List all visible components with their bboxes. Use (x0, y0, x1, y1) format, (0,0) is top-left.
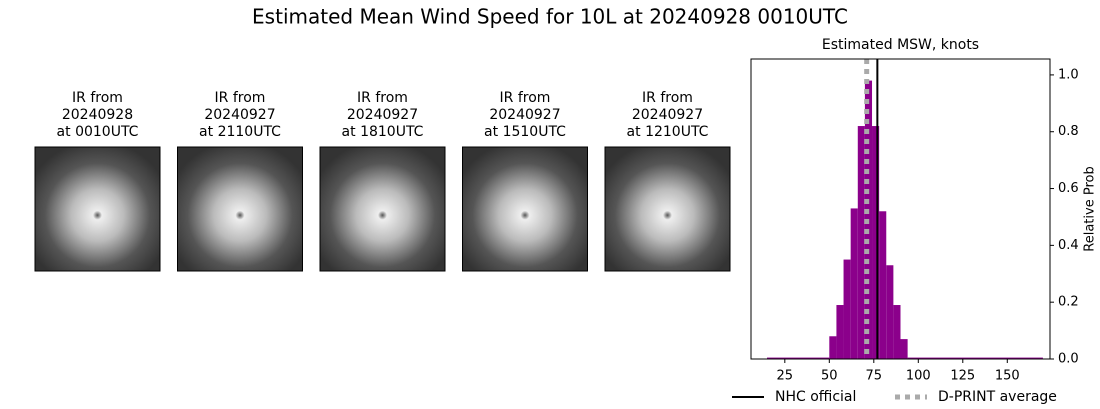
panel-title: IR from (642, 90, 693, 106)
x-tick-label: 150 (995, 369, 1020, 384)
bar (767, 357, 830, 359)
panel-title: 20240927 (632, 107, 703, 123)
chart-title: Estimated MSW, knots (822, 37, 979, 53)
x-tick-label: 25 (777, 369, 794, 384)
panel-title: 20240927 (204, 107, 275, 123)
bar (907, 357, 1043, 359)
bar (843, 259, 851, 359)
figure-title: Estimated Mean Wind Speed for 10L at 202… (252, 5, 848, 29)
bar (829, 336, 837, 359)
satellite-image (177, 146, 303, 272)
y-tick-label: 0.2 (1058, 295, 1079, 310)
bar (893, 305, 901, 359)
legend-label: D-PRINT average (938, 389, 1057, 405)
bar (879, 211, 887, 359)
x-tick-label: 100 (906, 369, 931, 384)
bar (850, 208, 858, 359)
bar (872, 126, 880, 359)
satellite-image (462, 146, 588, 272)
histogram-chart: Estimated MSW, knots 25 50 75 100 125 150 0.0 0.… (732, 37, 1098, 405)
satellite-image (604, 146, 731, 272)
panel-title: at 2110UTC (199, 124, 281, 140)
x-tick-label: 125 (950, 369, 975, 384)
panel-title: at 1510UTC (484, 124, 566, 140)
panel-title: 20240928 (62, 107, 133, 123)
panel-title: IR from (357, 90, 408, 106)
bar (886, 265, 894, 359)
y-tick-label: 0.8 (1058, 124, 1079, 139)
y-tick-label: 0.6 (1058, 181, 1079, 196)
y-tick-label: 0.0 (1058, 352, 1079, 367)
panel-title: at 0010UTC (57, 124, 139, 140)
y-axis-label: Relative Prob (1083, 166, 1098, 251)
satellite-image (34, 146, 161, 272)
satellite-image (319, 146, 446, 272)
plot-frame (750, 58, 1051, 360)
panel-title: at 1810UTC (342, 124, 424, 140)
panel-title: 20240927 (489, 107, 560, 123)
y-tick-label: 0.4 (1058, 238, 1079, 253)
legend-label: NHC official (775, 389, 856, 405)
panel-title: IR from (215, 90, 266, 106)
bar (900, 339, 908, 359)
panel-title: 20240927 (347, 107, 418, 123)
x-tick-label: 75 (866, 369, 883, 384)
x-tick-label: 50 (821, 369, 838, 384)
panel-title: IR from (72, 90, 123, 106)
bar (857, 126, 865, 359)
bar (836, 305, 844, 359)
y-tick-label: 1.0 (1058, 67, 1079, 82)
panel-title: at 1210UTC (627, 124, 709, 140)
panel-title: IR from (500, 90, 551, 106)
